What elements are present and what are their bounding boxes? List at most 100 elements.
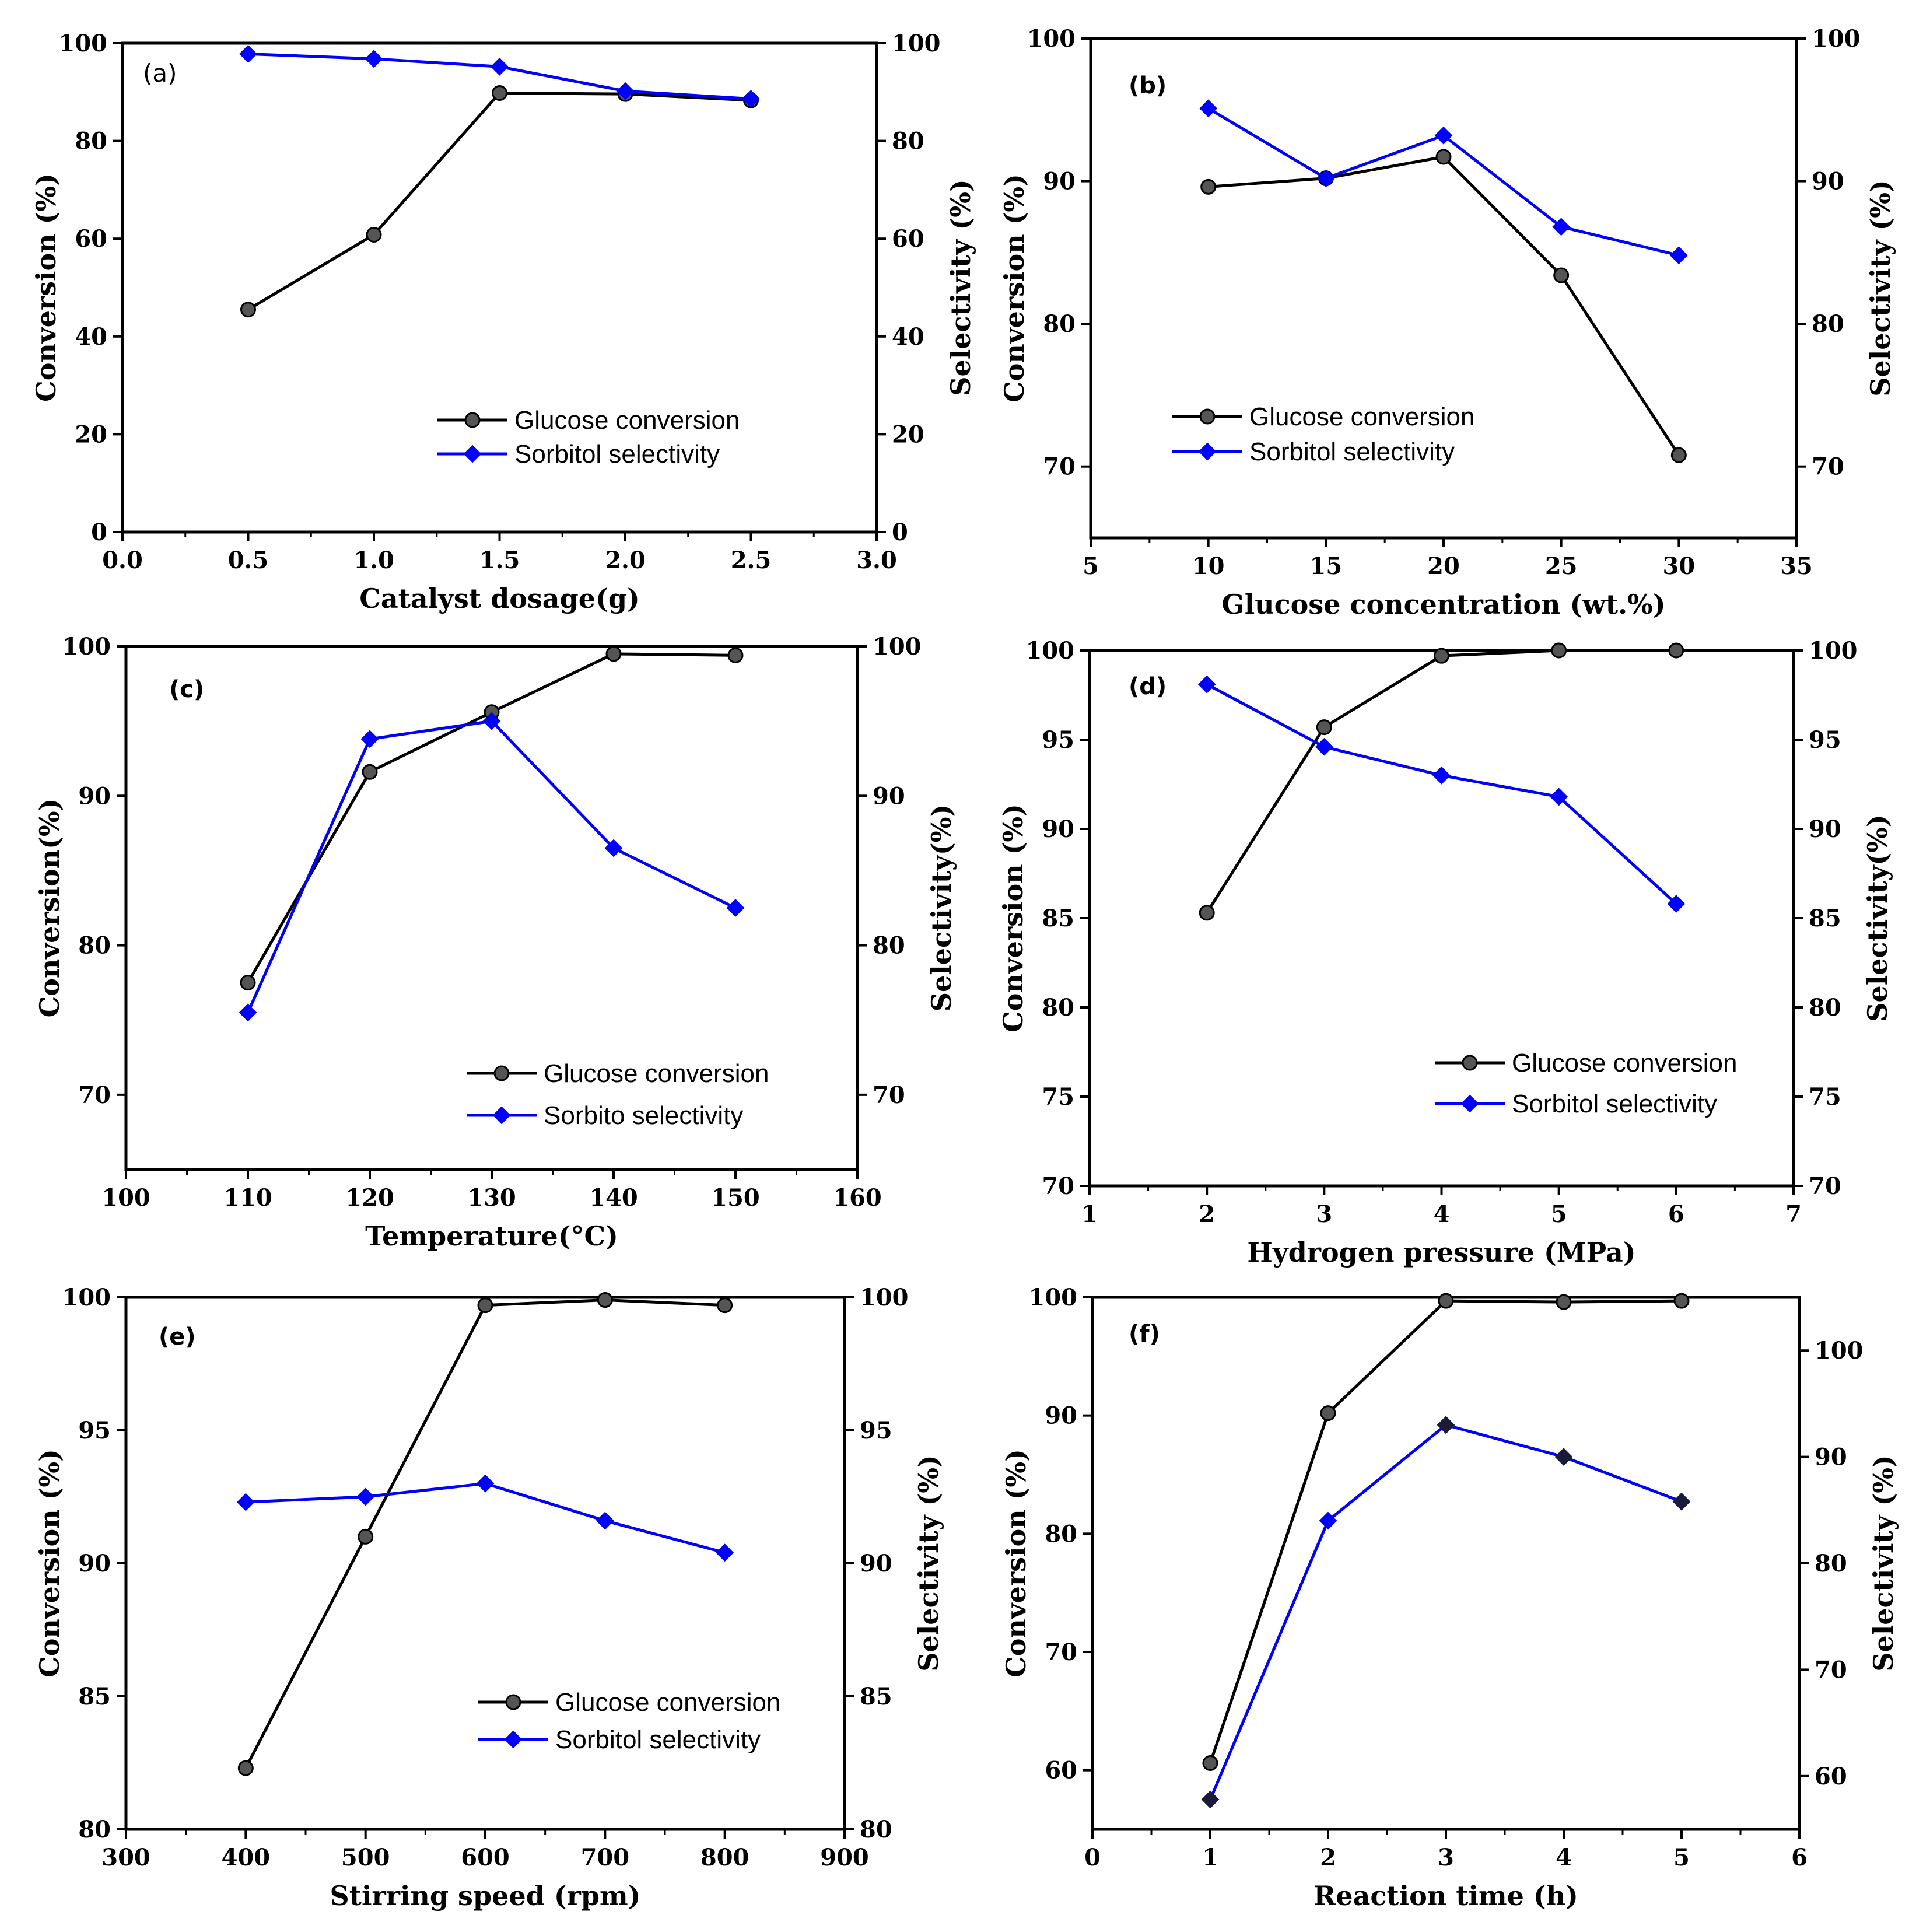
panel-4-y2-axis-title: Selectivity (%) bbox=[913, 1455, 944, 1671]
panel-0-y-tick-label: 20 bbox=[75, 421, 107, 448]
panel-5-series-1-point bbox=[1201, 1790, 1220, 1809]
panel-4-y-tick-label: 100 bbox=[62, 1284, 111, 1311]
panel-3-y2-tick-label: 90 bbox=[1809, 816, 1841, 843]
panel-2-legend-marker-0 bbox=[493, 1065, 510, 1082]
panel-4-series-1-point bbox=[476, 1474, 495, 1493]
panel-3-y-axis-title: Conversion (%) bbox=[997, 804, 1029, 1032]
panel-4-x-tick-label: 600 bbox=[461, 1844, 510, 1871]
panel-0-x-tick-label: 1.5 bbox=[479, 547, 520, 574]
panel-2-series-0-point bbox=[727, 647, 744, 663]
panel-0-y-tick-label: 100 bbox=[59, 30, 108, 57]
panel-2-legend-marker-1 bbox=[492, 1106, 511, 1125]
panel-4-x-tick-label: 300 bbox=[101, 1844, 150, 1871]
panel-2-legend-label-1: Sorbito selectivity bbox=[544, 1101, 743, 1130]
panel-5-series-1-point bbox=[1437, 1416, 1455, 1434]
panel-0-y2-tick-label: 20 bbox=[892, 421, 924, 448]
panel-4-y2-tick-label: 85 bbox=[860, 1683, 892, 1710]
panel-2-y2-axis-title: Selectivity(%) bbox=[926, 804, 957, 1012]
panel-3-x-tick-label: 6 bbox=[1668, 1200, 1684, 1228]
panel-3-y-tick-label: 75 bbox=[1042, 1083, 1074, 1111]
panel-1-x-axis-title: Glucose concentration (wt.%) bbox=[1221, 589, 1665, 620]
panel-5-x-axis-title: Reaction time (h) bbox=[1313, 1880, 1578, 1912]
panel-3-y2-tick-label: 70 bbox=[1809, 1172, 1841, 1200]
panel-5-frame bbox=[1091, 1296, 1801, 1831]
panel-1-series-1-point bbox=[1552, 218, 1571, 236]
panel-4-tag: (e) bbox=[159, 1324, 196, 1350]
panel-1-y-axis-title: Conversion (%) bbox=[999, 174, 1030, 402]
panel-0-y-tick-label: 40 bbox=[75, 323, 107, 351]
panel-1-y2-tick-label: 80 bbox=[1812, 310, 1844, 338]
panel-2-series-1-point bbox=[239, 1003, 257, 1022]
panel-2-x-tick-label: 150 bbox=[711, 1184, 760, 1212]
panel-4-series-0-point bbox=[597, 1292, 613, 1308]
panel-1-tag: (b) bbox=[1129, 72, 1167, 99]
panel-5-y2-tick-label: 80 bbox=[1815, 1550, 1847, 1577]
panel-1-y2-tick-label: 70 bbox=[1812, 453, 1844, 481]
panel-2-y-tick-label: 80 bbox=[78, 932, 111, 960]
panel-0-y-tick-label: 80 bbox=[75, 128, 107, 155]
panel-3-y2-tick-label: 75 bbox=[1809, 1083, 1841, 1111]
panel-0-y-axis-title: Conversion (%) bbox=[30, 173, 62, 402]
panel-3-x-axis-title: Hydrogen pressure (MPa) bbox=[1247, 1237, 1635, 1268]
panel-1-x-tick-label: 35 bbox=[1780, 552, 1813, 580]
panel-4-x-tick-label: 900 bbox=[820, 1844, 869, 1871]
panel-4-series-0-point bbox=[237, 1760, 254, 1776]
panel-2-series-0-point bbox=[605, 646, 622, 662]
panel-0-y2-axis-title: Selectivity (%) bbox=[945, 179, 976, 396]
panel-3-legend-label-1: Sorbitol selectivity bbox=[1512, 1090, 1717, 1118]
panel-4-series-0-point bbox=[717, 1297, 733, 1314]
panel-4-series-1-point bbox=[716, 1544, 734, 1562]
panel-0-series-1-point bbox=[365, 50, 383, 68]
panel-0-series-0-point bbox=[240, 302, 256, 318]
panel-0-tag: (a) bbox=[143, 59, 177, 88]
panel-4-x-axis-title: Stirring speed (rpm) bbox=[330, 1880, 641, 1912]
panel-5-x-tick-label: 1 bbox=[1202, 1844, 1218, 1871]
panel-0-x-axis-title: Catalyst dosage(g) bbox=[359, 583, 640, 614]
panel-0-y-tick-label: 0 bbox=[91, 519, 107, 546]
panel-3-y-tick-label: 70 bbox=[1042, 1172, 1074, 1200]
panel-5-series-1-point bbox=[1554, 1448, 1573, 1466]
panel-0-y-tick-label: 60 bbox=[75, 225, 107, 253]
panel-2-series-1-point bbox=[726, 899, 745, 917]
panel-5-series-1-line bbox=[1209, 1423, 1682, 1800]
panel-5-x-tick-label: 0 bbox=[1084, 1844, 1101, 1871]
panel-4-legend-label-1: Sorbitol selectivity bbox=[555, 1726, 761, 1754]
panel-1-x-tick-label: 10 bbox=[1192, 552, 1225, 580]
panel-3-y-tick-label: 95 bbox=[1042, 726, 1074, 754]
panel-5-series-0-line bbox=[1209, 1299, 1682, 1764]
panel-0-y2-tick-label: 40 bbox=[892, 323, 924, 351]
panel-0-x-tick-label: 0.0 bbox=[102, 547, 143, 574]
panel-3-series-0-point bbox=[1199, 905, 1215, 921]
panel-1-y-tick-label: 90 bbox=[1043, 168, 1076, 195]
panel-3-x-tick-label: 4 bbox=[1434, 1200, 1450, 1228]
panel-0-x-tick-label: 0.5 bbox=[228, 547, 269, 574]
panel-4-series-1-point bbox=[596, 1511, 614, 1530]
panel-2-y-tick-label: 100 bbox=[62, 633, 111, 660]
panel-3-y2-tick-label: 85 bbox=[1809, 905, 1841, 932]
panel-4-series-1-point bbox=[356, 1488, 375, 1506]
panel-5-y2-tick-label: 70 bbox=[1815, 1656, 1847, 1684]
panel-5-y-tick-label: 60 bbox=[1045, 1757, 1077, 1784]
panel-3-series-1-point bbox=[1550, 788, 1568, 806]
panel-4-y2-tick-label: 100 bbox=[860, 1284, 909, 1311]
panel-0-frame bbox=[121, 41, 878, 534]
panel-4-y-tick-label: 95 bbox=[78, 1417, 111, 1444]
panel-3-legend-marker-1 bbox=[1460, 1094, 1479, 1113]
panel-0-series-0-point bbox=[492, 85, 507, 101]
panel-5-y-tick-label: 70 bbox=[1045, 1639, 1077, 1666]
panel-3-series-1-point bbox=[1667, 895, 1686, 913]
panel-5-y2-tick-label: 90 bbox=[1815, 1444, 1847, 1471]
panel-1-series-0-point bbox=[1553, 267, 1570, 284]
panel-4-series-0-point bbox=[358, 1528, 374, 1545]
panel-0-series-1-point bbox=[491, 57, 509, 76]
panel-2-y-axis-title: Conversion(%) bbox=[34, 799, 65, 1018]
panel-4-y2-tick-label: 95 bbox=[860, 1417, 892, 1444]
panel-3-x-tick-label: 7 bbox=[1785, 1200, 1802, 1228]
panel-2-x-tick-label: 110 bbox=[223, 1184, 272, 1212]
panel-2-series-0-point bbox=[240, 975, 256, 991]
panel-4-y-tick-label: 85 bbox=[78, 1683, 111, 1710]
panel-4-y2-tick-label: 80 bbox=[860, 1816, 892, 1843]
panel-5-x-tick-label: 5 bbox=[1673, 1844, 1690, 1871]
panel-3-y-tick-label: 85 bbox=[1042, 905, 1074, 932]
panel-5-x-tick-label: 2 bbox=[1320, 1844, 1336, 1871]
